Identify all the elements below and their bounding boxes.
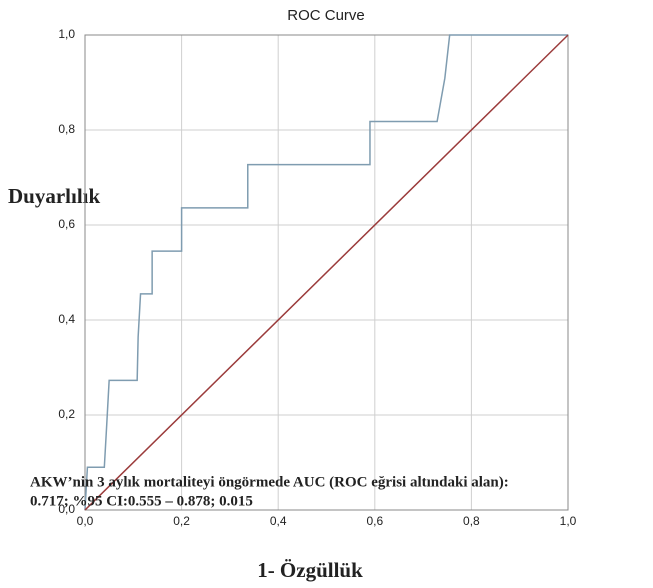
x-axis-label: 1- Özgüllük xyxy=(257,558,363,582)
y-axis-label: Duyarlılık xyxy=(8,184,101,208)
y-tick-label: 0,4 xyxy=(58,312,75,326)
y-tick-label: 0,6 xyxy=(58,217,75,231)
x-tick-label: 0,8 xyxy=(463,514,480,528)
roc-line xyxy=(84,34,568,511)
y-tick-label: 0,8 xyxy=(58,122,75,136)
x-tick-label: 0,0 xyxy=(77,514,94,528)
y-tick-label: 0,0 xyxy=(58,502,75,516)
x-tick-label: 0,4 xyxy=(270,514,287,528)
x-tick-label: 0,6 xyxy=(366,514,383,528)
x-tick-label: 0,2 xyxy=(173,514,190,528)
annotation: AKW’nin 3 aylık mortaliteyi öngörmede AU… xyxy=(30,474,509,490)
y-tick-label: 1,0 xyxy=(58,27,75,41)
roc-line xyxy=(84,34,569,511)
plot-frame xyxy=(84,34,569,511)
x-tick-label: 1,0 xyxy=(560,514,577,528)
annotation: 0.717; %95 CI:0.555 – 0.878; 0.015 xyxy=(30,493,253,509)
y-tick-label: 0,2 xyxy=(58,407,75,421)
chart-title: ROC Curve xyxy=(287,7,365,24)
